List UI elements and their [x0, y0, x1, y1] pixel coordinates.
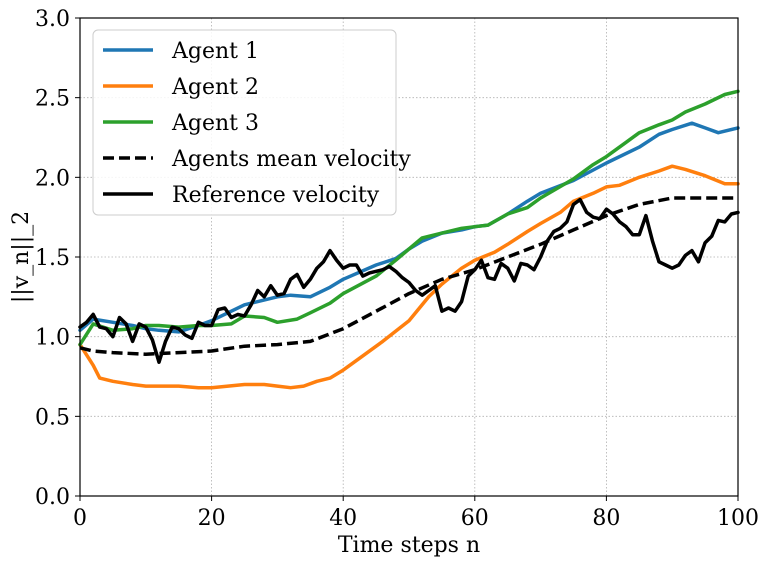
y-tick-label: 1.5: [35, 246, 70, 271]
legend-label-4: Agents mean velocity: [171, 147, 411, 172]
x-tick-label: 60: [461, 506, 489, 531]
series-lines: [78, 89, 740, 390]
series-line-2: [78, 164, 740, 390]
x-tick-label: 40: [329, 506, 357, 531]
legend-label-2: Agent 2: [171, 75, 259, 100]
legend-label-5: Reference velocity: [172, 183, 380, 208]
x-tick-label: 0: [73, 506, 87, 531]
x-tick-label: 20: [198, 506, 226, 531]
legend: Agent 1 Agent 2 Agent 3 Agents mean velocit…: [92, 29, 411, 216]
legend-box: [92, 29, 397, 216]
y-tick-label: 2.5: [35, 87, 70, 112]
y-axis-label: ||v_n||_2: [9, 211, 34, 303]
axis-ticks: 0 20 40 60 80 100 0.0 0.5 1.0 1.5 2.0 2.5 3.0: [35, 7, 759, 531]
x-tick-label: 80: [592, 506, 620, 531]
legend-label-3: Agent 3: [171, 111, 259, 136]
y-tick-label: 0.5: [35, 405, 70, 430]
y-tick-label: 2.0: [35, 166, 70, 191]
y-tick-label: 0.0: [35, 485, 70, 510]
series-line-3: [78, 89, 740, 347]
x-tick-label: 100: [717, 506, 759, 531]
y-tick-label: 3.0: [35, 7, 70, 32]
y-tick-label: 1.0: [35, 326, 70, 351]
series-line-5: [78, 197, 740, 364]
legend-label-1: Agent 1: [171, 39, 259, 64]
x-axis-label: Time steps n: [338, 533, 480, 558]
